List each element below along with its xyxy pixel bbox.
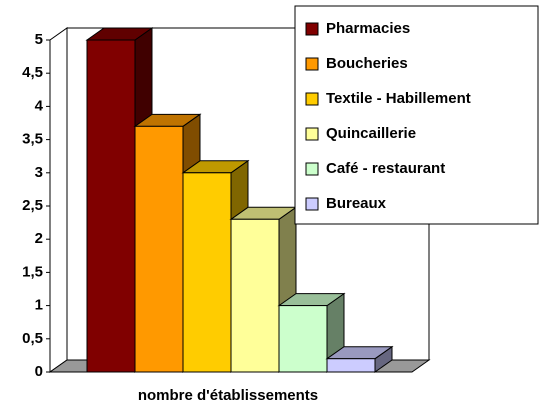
- legend-swatch: [305, 92, 319, 106]
- legend-swatch: [305, 22, 319, 36]
- legend-label: Quincaillerie: [326, 125, 416, 142]
- bar: [278, 305, 328, 373]
- y-tick-label: 1,5: [22, 263, 43, 280]
- y-tick-label: 3,5: [22, 131, 43, 148]
- legend-swatch: [305, 127, 319, 141]
- y-tick-label: 1: [35, 297, 43, 314]
- y-tick-label: 5: [35, 31, 43, 48]
- bar: [326, 358, 376, 373]
- bar: [86, 39, 136, 373]
- y-tick-label: 0,5: [22, 330, 43, 347]
- bar: [134, 125, 184, 373]
- y-tick-label: 2,5: [22, 197, 43, 214]
- x-tick-label: nombre d'établissements: [138, 387, 318, 404]
- left-wall: [49, 27, 68, 373]
- y-tick-label: 4: [35, 97, 44, 114]
- bar: [182, 172, 232, 373]
- bar: [230, 218, 280, 373]
- legend-swatch: [305, 57, 319, 71]
- legend-label: Textile - Habillement: [326, 90, 471, 107]
- y-tick-label: 3: [35, 164, 43, 181]
- legend-box: [294, 5, 539, 225]
- legend-swatch: [305, 162, 319, 176]
- legend-label: Bureaux: [326, 195, 387, 212]
- y-tick-label: 0: [35, 363, 43, 380]
- legend-swatch: [305, 197, 319, 211]
- legend-label: Café - restaurant: [326, 160, 445, 177]
- y-tick-label: 2: [35, 230, 43, 247]
- legend-label: Pharmacies: [326, 20, 410, 37]
- legend-label: Boucheries: [326, 55, 408, 72]
- y-tick-label: 4,5: [22, 64, 43, 81]
